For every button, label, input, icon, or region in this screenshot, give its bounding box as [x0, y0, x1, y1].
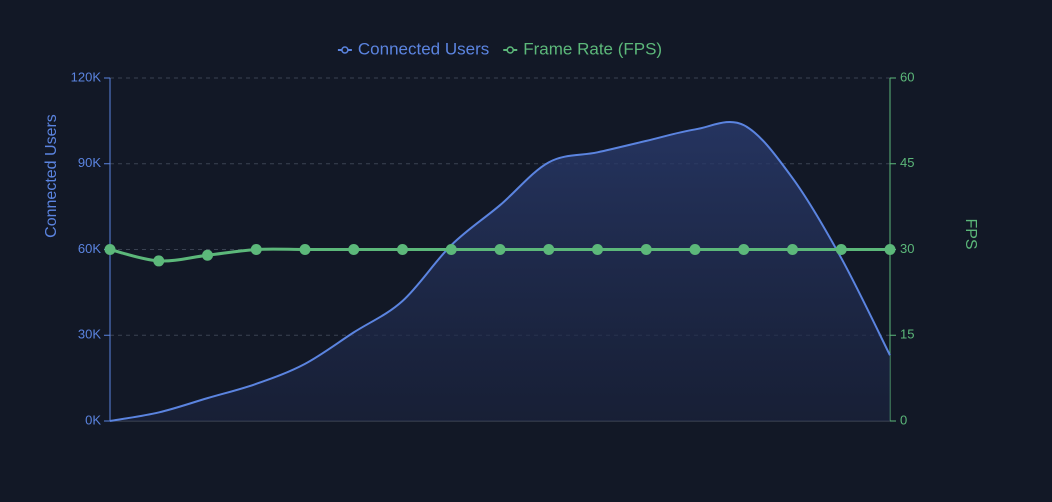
- legend-label: Connected Users: [358, 39, 489, 58]
- point: [835, 244, 847, 255]
- y2-tick-label: 45: [900, 155, 914, 170]
- y2-tick-label: 30: [900, 241, 914, 256]
- y2-axis-title: FPS: [962, 218, 979, 249]
- point: [640, 244, 652, 255]
- y-tick-label: 0K: [85, 412, 101, 427]
- y-tick-label: 60K: [78, 241, 101, 256]
- legend: Connected Users Frame Rate (FPS): [337, 39, 662, 58]
- point: [494, 244, 506, 255]
- point: [299, 244, 311, 255]
- y-tick-label: 30K: [78, 327, 101, 342]
- line: [109, 121, 891, 422]
- y2-tick-label: 60: [900, 69, 914, 84]
- point: [445, 244, 457, 255]
- area: [110, 122, 890, 421]
- y-tick-label: 90K: [78, 155, 101, 170]
- y-tick-label: 120K: [71, 69, 102, 84]
- legend-marker: [506, 46, 514, 54]
- point: [884, 244, 896, 255]
- legend-label: Frame Rate (FPS): [523, 39, 662, 58]
- y-axis-title: Connected Users: [43, 114, 60, 238]
- y2-tick-label: 0: [900, 412, 907, 427]
- point: [153, 255, 165, 267]
- point: [689, 244, 701, 255]
- point: [348, 244, 360, 255]
- y2-tick-label: 15: [900, 327, 914, 342]
- point: [104, 244, 116, 255]
- point: [250, 244, 262, 255]
- point: [202, 249, 213, 261]
- point: [738, 244, 750, 255]
- point: [592, 244, 603, 255]
- legend-marker: [341, 46, 349, 54]
- point: [397, 244, 408, 255]
- point: [543, 244, 555, 255]
- point: [787, 244, 798, 255]
